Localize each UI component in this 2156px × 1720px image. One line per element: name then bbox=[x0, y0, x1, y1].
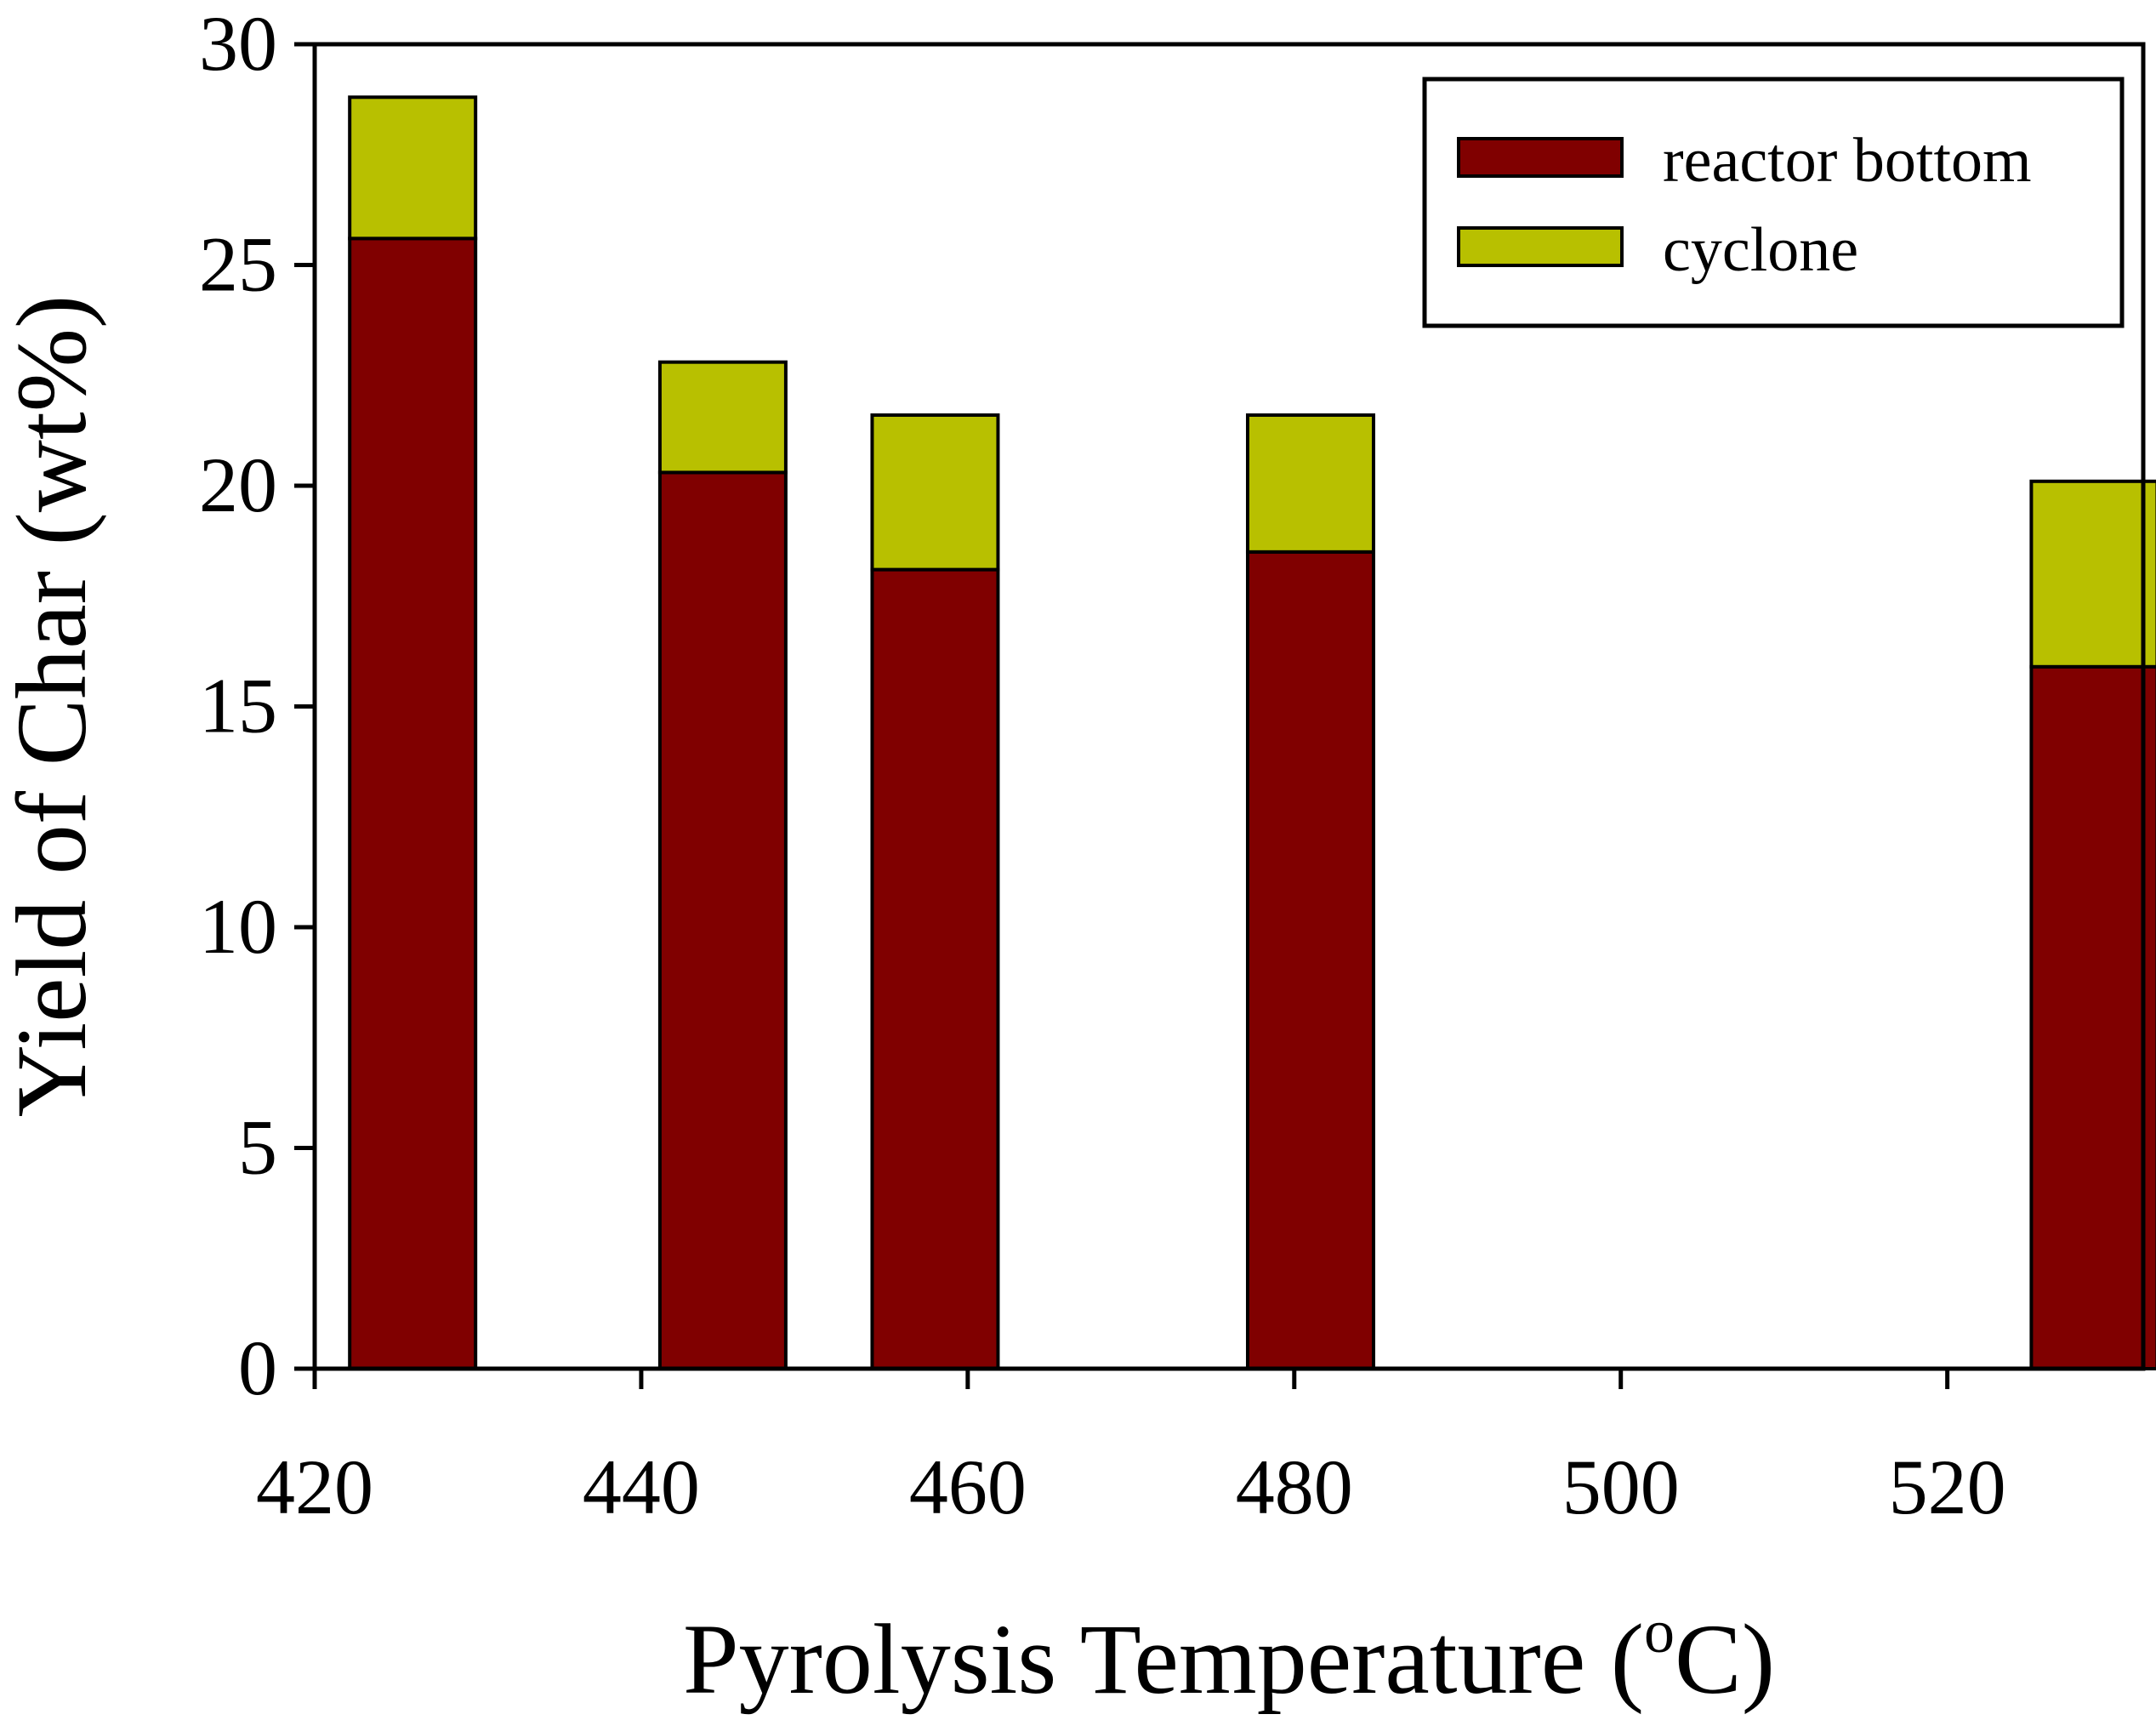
bar-cyclone-445 bbox=[657, 360, 788, 475]
y-tick-label-15: 15 bbox=[199, 663, 277, 749]
legend-label-reactor-bottom: reactor bottom bbox=[1663, 126, 2032, 196]
x-tick-label-440: 440 bbox=[583, 1444, 700, 1530]
x-tick-label-460: 460 bbox=[909, 1444, 1027, 1530]
x-tick-label-420: 420 bbox=[256, 1444, 373, 1530]
bar-cyclone-458 bbox=[870, 413, 1000, 572]
bar-reactor-bottom-445 bbox=[657, 470, 788, 1370]
legend-label-cyclone: cyclone bbox=[1663, 215, 1858, 285]
bar-cyclone-481 bbox=[1245, 413, 1375, 554]
bar-reactor-bottom-481 bbox=[1245, 550, 1375, 1370]
x-tick-label-500: 500 bbox=[1562, 1444, 1680, 1530]
bar-cyclone-426 bbox=[348, 95, 478, 241]
bar-reactor-bottom-529 bbox=[2029, 664, 2156, 1370]
legend-box bbox=[1422, 77, 2125, 328]
y-tick-label-20: 20 bbox=[199, 441, 277, 528]
x-axis-title: Pyrolysis Temperature (oC) bbox=[683, 1598, 1775, 1715]
y-tick-label-25: 25 bbox=[199, 221, 277, 308]
bar-cyclone-529 bbox=[2029, 479, 2156, 669]
bars-group bbox=[348, 95, 2156, 1370]
x-axis-title-degree: o bbox=[1644, 1598, 1675, 1666]
legend: reactor bottom cyclone bbox=[1422, 77, 2125, 328]
x-tick-label-480: 480 bbox=[1236, 1444, 1353, 1530]
legend-swatch-cyclone bbox=[1457, 226, 1624, 267]
y-tick-label-0: 0 bbox=[238, 1324, 277, 1411]
x-axis: 420 440 460 480 500 520 bbox=[256, 1369, 2006, 1530]
x-tick-label-520: 520 bbox=[1889, 1444, 2006, 1530]
y-tick-label-10: 10 bbox=[199, 883, 277, 970]
bar-reactor-bottom-458 bbox=[870, 567, 1000, 1370]
y-axis-title: Yield of Char (wt%) bbox=[0, 295, 107, 1118]
x-axis-title-end: C) bbox=[1675, 1603, 1775, 1715]
y-tick-label-5: 5 bbox=[238, 1104, 277, 1191]
legend-swatch-reactor-bottom bbox=[1457, 137, 1624, 178]
y-axis: 0 5 10 15 20 25 30 bbox=[199, 0, 315, 1411]
y-tick-label-30: 30 bbox=[199, 0, 277, 87]
x-axis-title-main: Pyrolysis Temperature ( bbox=[683, 1603, 1644, 1715]
bar-reactor-bottom-426 bbox=[348, 236, 478, 1370]
